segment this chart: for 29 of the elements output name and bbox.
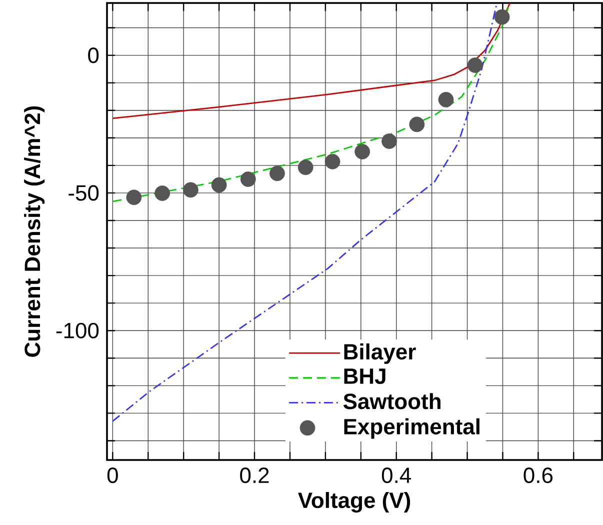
point — [154, 186, 170, 201]
point — [438, 92, 454, 108]
point — [211, 177, 227, 193]
legend-label: Bilayer — [344, 343, 416, 364]
line-series — [112, 6, 510, 202]
legend-label: Experimental — [344, 418, 480, 439]
y-tick-label: -50 — [68, 185, 99, 201]
point — [354, 144, 370, 160]
point — [382, 133, 397, 149]
point — [182, 182, 198, 198]
point — [126, 190, 142, 206]
legend-label: BHJ — [344, 368, 386, 384]
point — [409, 116, 425, 132]
x-tick-label: 0.2 — [240, 468, 269, 484]
point — [240, 171, 256, 187]
point — [298, 160, 314, 176]
y-tick-label: -100 — [56, 322, 99, 338]
x-tick-label: 0.4 — [382, 468, 411, 484]
point — [270, 166, 285, 182]
legend-label: Sawtooth — [343, 393, 440, 410]
x-tick-label: 0 — [107, 468, 118, 484]
x-tick-label: 0.6 — [524, 468, 552, 484]
y-tick-label: 0 — [88, 48, 99, 64]
line-series — [112, 2, 511, 120]
point — [494, 9, 510, 25]
y-axis-title: Current Density (A/m^2) — [24, 106, 45, 357]
x-axis-title: Voltage (V) — [298, 492, 410, 513]
point — [324, 154, 340, 170]
point — [467, 58, 483, 73]
